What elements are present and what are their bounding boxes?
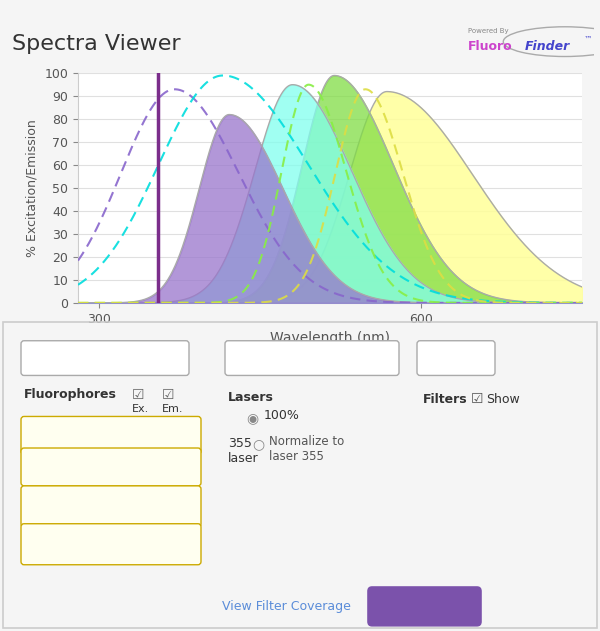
- Text: ×: ×: [189, 534, 199, 548]
- Text: Fluoro: Fluoro: [467, 40, 512, 53]
- Text: Print Report: Print Report: [382, 600, 467, 613]
- Text: Brilliant Violet
421: Brilliant Violet 421: [30, 489, 113, 517]
- Text: Show: Show: [486, 392, 520, 406]
- Text: Ex.: Ex.: [132, 404, 149, 414]
- Text: 355: 355: [247, 351, 274, 365]
- Text: Add Fluorophore: Add Fluorophore: [33, 351, 136, 365]
- Text: 100%: 100%: [264, 409, 300, 422]
- Text: ◉: ◉: [246, 411, 258, 425]
- Text: ×: ×: [189, 457, 199, 470]
- Text: Normalize to
laser 355: Normalize to laser 355: [269, 435, 344, 463]
- Text: Fluorophores: Fluorophores: [24, 388, 117, 401]
- Text: ☑: ☑: [165, 426, 176, 439]
- Text: ☑: ☑: [135, 497, 146, 510]
- Text: ☑: ☑: [162, 388, 175, 402]
- Text: ☑: ☑: [165, 497, 176, 510]
- Text: ☑: ☑: [135, 457, 146, 470]
- Text: Finder: Finder: [524, 40, 569, 53]
- Text: Em.: Em.: [162, 404, 184, 414]
- Text: ▼: ▼: [175, 353, 184, 363]
- Text: ○: ○: [252, 437, 264, 451]
- Text: Alexa Fluor 488: Alexa Fluor 488: [30, 457, 122, 470]
- Text: ×: ×: [189, 426, 199, 439]
- Text: Filters: Filters: [423, 392, 467, 406]
- Text: Brilliant Violet
480: Brilliant Violet 480: [30, 527, 113, 555]
- Text: View Filter Coverage: View Filter Coverage: [222, 600, 351, 613]
- Text: __/__: __/__: [429, 351, 458, 365]
- Text: ×: ×: [189, 497, 199, 510]
- Text: ™: ™: [583, 35, 592, 44]
- Text: Powered By: Powered By: [467, 28, 508, 33]
- Text: ☑: ☑: [135, 426, 146, 439]
- Text: Cy3: Cy3: [30, 426, 53, 439]
- Text: ☑: ☑: [135, 534, 146, 548]
- Y-axis label: % Excitation/Emission: % Excitation/Emission: [26, 119, 39, 257]
- Text: ☑: ☑: [165, 457, 176, 470]
- X-axis label: Wavelength (nm): Wavelength (nm): [270, 331, 390, 345]
- Text: ×: ×: [234, 353, 244, 363]
- Text: Spectra Viewer: Spectra Viewer: [12, 34, 181, 54]
- Text: ☑: ☑: [132, 388, 145, 402]
- Text: Lasers: Lasers: [228, 391, 274, 404]
- Text: ☑: ☑: [471, 392, 484, 406]
- Text: 355
laser: 355 laser: [228, 437, 259, 465]
- Text: ☑: ☑: [165, 534, 176, 548]
